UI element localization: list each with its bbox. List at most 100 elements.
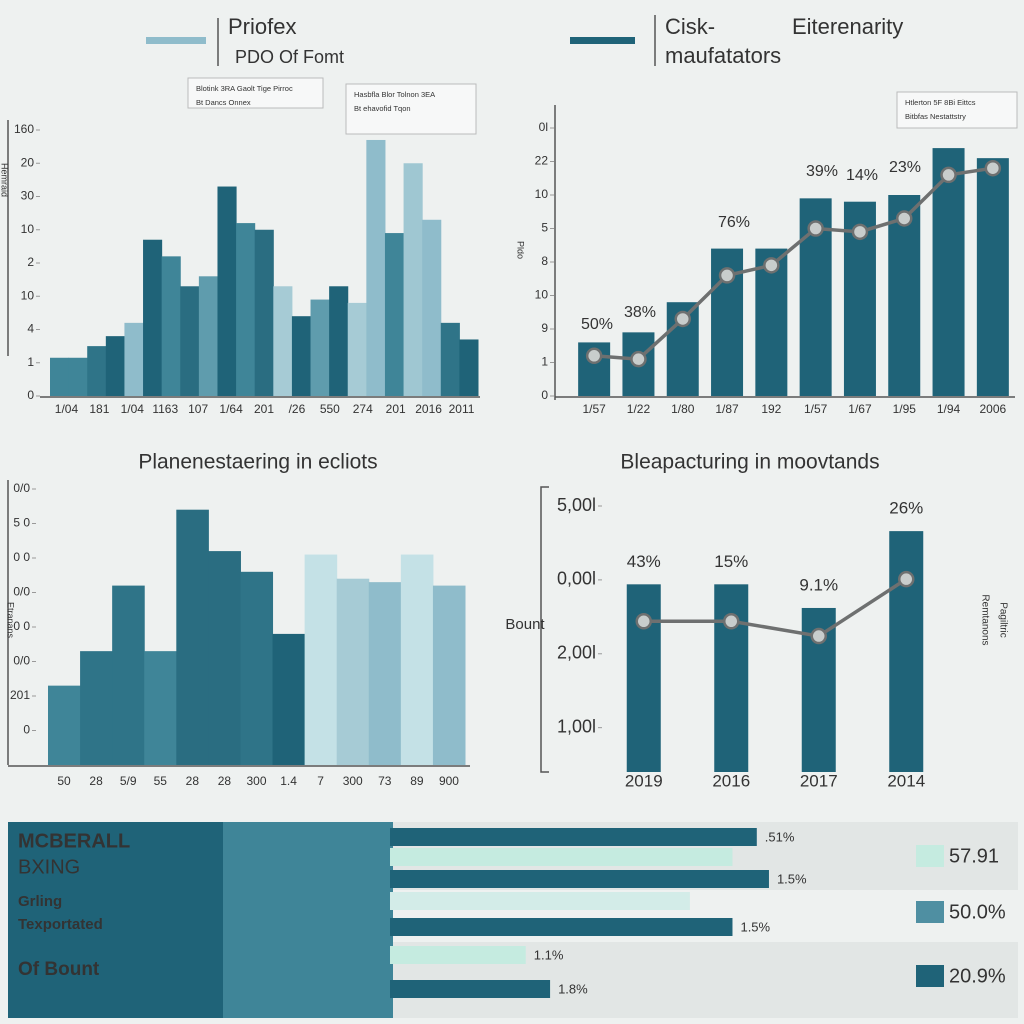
y-tick-label: 4 — [27, 322, 34, 336]
axis-line — [540, 486, 549, 773]
y-tick-label: 1 — [27, 355, 34, 369]
line-point — [984, 159, 1002, 177]
note-text: Bt ehavofid Tqon — [354, 104, 411, 113]
bar — [176, 509, 209, 765]
x-tick-label: 1/57 — [804, 402, 828, 416]
note-text: Htlerton 5F 8Bi Eittcs — [905, 98, 976, 107]
x-tick-label: 1/57 — [582, 402, 606, 416]
line-point — [898, 570, 915, 588]
legend-swatch — [570, 37, 635, 44]
x-tick-label: 1/04 — [121, 402, 145, 416]
y-axis-label: Pldo — [516, 241, 526, 259]
y-tick-label: 10 — [535, 187, 549, 201]
annotation: 15% — [714, 552, 748, 571]
x-tick-label: 2017 — [800, 771, 838, 790]
y-tick-label: 9 — [541, 321, 548, 335]
annotation: 26% — [889, 499, 923, 518]
header-title: Priofex — [228, 14, 296, 39]
y-tick-label: 5,00l — [557, 495, 596, 515]
y-tick-label: 2,00l — [557, 643, 596, 663]
bar — [68, 357, 88, 396]
bar — [366, 139, 386, 396]
x-tick-label: 201 — [254, 402, 274, 416]
bar — [390, 918, 733, 936]
line-point — [674, 310, 691, 328]
bar — [198, 276, 218, 396]
x-tick-label: 1/22 — [627, 402, 651, 416]
legend-label: 57.91 — [949, 845, 999, 867]
y-tick-label: 1 — [541, 355, 548, 369]
annotation: .51% — [765, 829, 795, 844]
bar — [390, 870, 769, 888]
bar — [626, 584, 661, 772]
line-point — [635, 613, 652, 630]
x-tick-label: 2016 — [415, 402, 442, 416]
annotation: 39% — [806, 163, 838, 180]
panel-block — [8, 822, 223, 1018]
line-point — [810, 627, 827, 645]
y-tick-label: 0l — [539, 120, 548, 134]
bar — [161, 256, 181, 396]
line-point — [896, 210, 913, 227]
note-box — [187, 77, 324, 109]
line-point — [807, 220, 824, 237]
y-tick-label: 201 — [10, 688, 30, 702]
row-label: Texportated — [18, 916, 103, 933]
x-tick-label: 28 — [218, 774, 232, 788]
x-tick-label: 55 — [154, 774, 168, 788]
bar — [390, 980, 551, 998]
bar — [254, 229, 274, 396]
x-tick-label: 2019 — [625, 771, 663, 790]
row-label: Grling — [18, 893, 62, 910]
x-tick-label: 1/04 — [55, 402, 79, 416]
bar — [217, 186, 237, 396]
row-label: BXING — [18, 856, 80, 878]
bar — [329, 286, 349, 396]
bar — [390, 848, 733, 866]
y-tick-label: 0 0 — [13, 619, 30, 633]
header-subtitle: maufatators — [665, 43, 781, 68]
bar — [48, 685, 81, 765]
y-axis-label: Etranans — [6, 602, 16, 639]
line-point — [723, 613, 740, 630]
annotation: 1.1% — [534, 947, 564, 962]
note-text: Hasbfla Blor Tolnon 3EA — [354, 90, 435, 99]
bar — [291, 316, 312, 396]
bar — [273, 286, 293, 396]
x-tick-label: 201 — [386, 402, 406, 416]
y-tick-label: 160 — [14, 122, 34, 136]
note-text: Bitbfas Nestattstry — [905, 112, 966, 121]
bar — [384, 233, 405, 396]
x-tick-label: 7 — [317, 774, 324, 788]
y-tick-label: 22 — [535, 154, 549, 168]
bar — [144, 651, 177, 765]
bar — [143, 239, 163, 396]
bar — [240, 571, 274, 765]
x-tick-label: 2006 — [979, 402, 1006, 416]
y-tick-label: 0/0 — [13, 585, 30, 599]
bar — [390, 892, 690, 910]
y-tick-label: 0 0 — [13, 550, 30, 564]
bar — [459, 339, 479, 396]
y-tick-label: 0,00l — [557, 569, 596, 589]
x-tick-label: 28 — [186, 774, 200, 788]
x-tick-label: 1/80 — [671, 402, 695, 416]
annotation: 9.1% — [799, 575, 838, 594]
x-tick-label: 2011 — [449, 402, 475, 416]
line-point — [630, 350, 647, 368]
y-tick-label: 10 — [21, 222, 35, 236]
bar — [336, 578, 370, 765]
bar — [112, 585, 145, 765]
bar — [180, 286, 200, 396]
line-point — [718, 267, 736, 284]
y-tick-label: 5 0 — [13, 516, 30, 530]
legend-swatch — [146, 37, 206, 44]
x-tick-label: 1.4 — [280, 774, 297, 788]
annotation: 14% — [846, 167, 878, 184]
x-tick-label: 274 — [353, 402, 373, 416]
note-text: Blotink 3RA Gaolt Tige Pirroc — [196, 84, 293, 93]
legend-swatch — [916, 965, 944, 987]
bar — [714, 584, 749, 772]
